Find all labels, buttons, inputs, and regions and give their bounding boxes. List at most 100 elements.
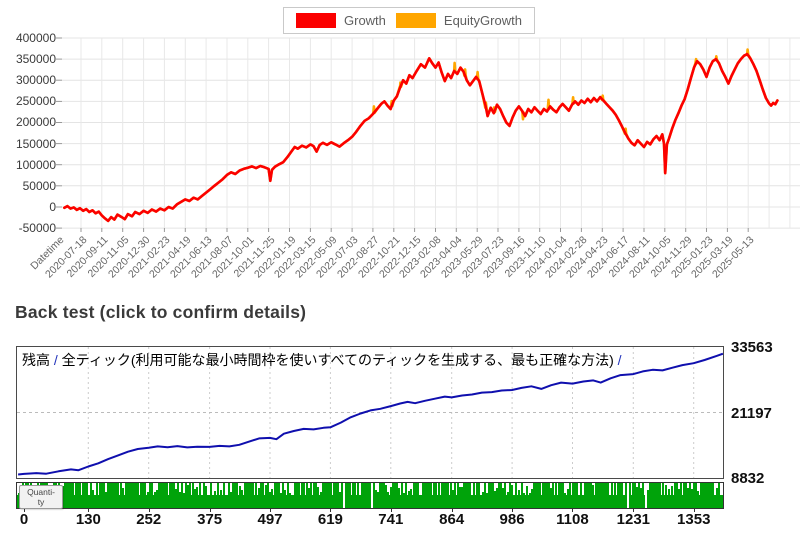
quantity-bar bbox=[127, 483, 129, 508]
quantity-bar bbox=[657, 483, 659, 508]
quantity-bar bbox=[706, 483, 708, 508]
quantity-bar bbox=[194, 489, 196, 508]
quantity-bar bbox=[349, 483, 351, 508]
quantity-bar bbox=[435, 483, 437, 508]
quantity-bar bbox=[649, 483, 651, 508]
quantity-bar bbox=[339, 492, 341, 508]
quantity-bar bbox=[392, 483, 394, 508]
quantity-bar bbox=[289, 493, 291, 508]
quantity-bar bbox=[511, 485, 513, 508]
quantity-bar bbox=[375, 490, 377, 508]
quantity-bar bbox=[467, 483, 469, 508]
quantity-bar bbox=[271, 489, 273, 508]
quantity-bar bbox=[558, 483, 560, 508]
balance-chart-title: 残高 / 全ティック(利用可能な最小時間枠を使いすべてのティックを生成する、最も… bbox=[22, 350, 622, 370]
backtest-details-heading[interactable]: Back test (click to confirm details) bbox=[15, 302, 307, 322]
quantity-bar bbox=[523, 493, 525, 508]
backtest-balance-chart[interactable]: 残高 / 全ティック(利用可能な最小時間枠を使いすべてのティックを生成する、最も… bbox=[16, 346, 724, 479]
equitygrowth-series-swatch bbox=[395, 13, 436, 28]
band-tick-mark bbox=[633, 509, 635, 512]
quantity-bar bbox=[408, 491, 410, 508]
legend-item-equitygrowth[interactable]: EquityGrowth bbox=[395, 13, 522, 28]
growth-y-tick-label: 350000 bbox=[15, 52, 56, 67]
quantity-bar bbox=[544, 483, 546, 508]
quantity-bars bbox=[17, 483, 723, 508]
quantity-bar bbox=[465, 483, 467, 508]
growth-series-label: Growth bbox=[344, 13, 386, 28]
band-tick-mark bbox=[148, 509, 150, 512]
quantity-bar bbox=[236, 483, 238, 508]
band-tick-mark bbox=[572, 509, 574, 512]
quantity-bar bbox=[262, 483, 264, 508]
quantity-bar bbox=[671, 486, 673, 508]
band-tick-mark bbox=[693, 509, 695, 512]
quantity-bar bbox=[595, 483, 597, 508]
balance-x-tick-label: 130 bbox=[75, 511, 101, 528]
quantity-bar bbox=[564, 493, 566, 508]
quantity-bar bbox=[537, 483, 539, 508]
quantity-bar bbox=[459, 487, 461, 508]
quantity-bar bbox=[274, 483, 276, 508]
quantity-bar bbox=[529, 493, 531, 508]
quantity-bar bbox=[662, 483, 664, 508]
balance-title-part: / bbox=[50, 352, 62, 368]
quantity-bar bbox=[469, 483, 471, 508]
quantity-bar bbox=[363, 483, 365, 508]
quantity-bar bbox=[689, 483, 691, 508]
quantity-band[interactable] bbox=[16, 482, 724, 509]
quantity-bar bbox=[533, 483, 535, 508]
quantity-bar bbox=[452, 490, 454, 508]
quantity-bar bbox=[504, 483, 506, 508]
quantity-bar bbox=[387, 492, 389, 508]
legend-item-growth[interactable]: Growth bbox=[296, 13, 386, 28]
quantity-bar bbox=[175, 489, 177, 508]
balance-title-part: 全ティック(利用可能な最小時間枠を使いすべてのティックを生成する、最も正確な方法… bbox=[61, 352, 614, 368]
quantity-bar bbox=[390, 487, 392, 508]
quantity-bar bbox=[526, 486, 528, 508]
quantity-bar bbox=[135, 483, 137, 508]
quantity-bar bbox=[181, 483, 183, 508]
quantity-bar bbox=[490, 483, 492, 508]
balance-x-tick-label: 252 bbox=[136, 511, 162, 528]
quantity-bar bbox=[317, 487, 319, 508]
quantity-bar bbox=[438, 483, 440, 508]
quantity-bar bbox=[629, 483, 631, 508]
balance-y-tick-label: 21197 bbox=[731, 404, 772, 422]
quantity-bar bbox=[142, 483, 144, 508]
band-tick-mark bbox=[390, 509, 392, 512]
quantity-bar bbox=[103, 483, 105, 508]
quantity-bar bbox=[428, 483, 430, 508]
growth-y-tick-label: 250000 bbox=[15, 94, 56, 109]
quantity-bar bbox=[147, 492, 149, 508]
quantity-gap bbox=[645, 483, 647, 508]
quantity-bar bbox=[576, 483, 578, 508]
band-tick-mark bbox=[512, 509, 514, 512]
quantity-bar bbox=[310, 483, 312, 508]
balance-title-part: / bbox=[613, 352, 622, 368]
quantity-bar bbox=[521, 483, 523, 508]
balance-x-tick-label: 0 bbox=[19, 511, 29, 528]
quantity-bar bbox=[333, 483, 335, 508]
quantity-bar bbox=[531, 489, 533, 508]
quantity-bar bbox=[230, 492, 232, 508]
quantity-bar bbox=[396, 483, 398, 508]
quantity-bar bbox=[383, 483, 385, 508]
quantity-bar bbox=[177, 483, 179, 508]
quantity-bar bbox=[433, 483, 435, 508]
quantity-bar bbox=[179, 492, 181, 508]
quantity-bar bbox=[634, 483, 636, 508]
quantity-bar bbox=[668, 489, 670, 508]
quantity-bar bbox=[199, 483, 201, 508]
quantity-bar bbox=[680, 483, 682, 508]
quantity-bar bbox=[611, 483, 613, 508]
quantity-bar bbox=[223, 483, 225, 508]
quantity-bar bbox=[548, 483, 550, 508]
quantity-bar bbox=[105, 492, 107, 508]
quantity-bar bbox=[484, 483, 486, 508]
growth-chart-plot[interactable] bbox=[0, 32, 805, 234]
quantity-bar bbox=[697, 491, 699, 508]
quantity-bar bbox=[445, 483, 447, 508]
quantity-bar bbox=[454, 483, 456, 508]
quantity-bar bbox=[156, 490, 158, 508]
quantity-bar bbox=[86, 483, 88, 508]
